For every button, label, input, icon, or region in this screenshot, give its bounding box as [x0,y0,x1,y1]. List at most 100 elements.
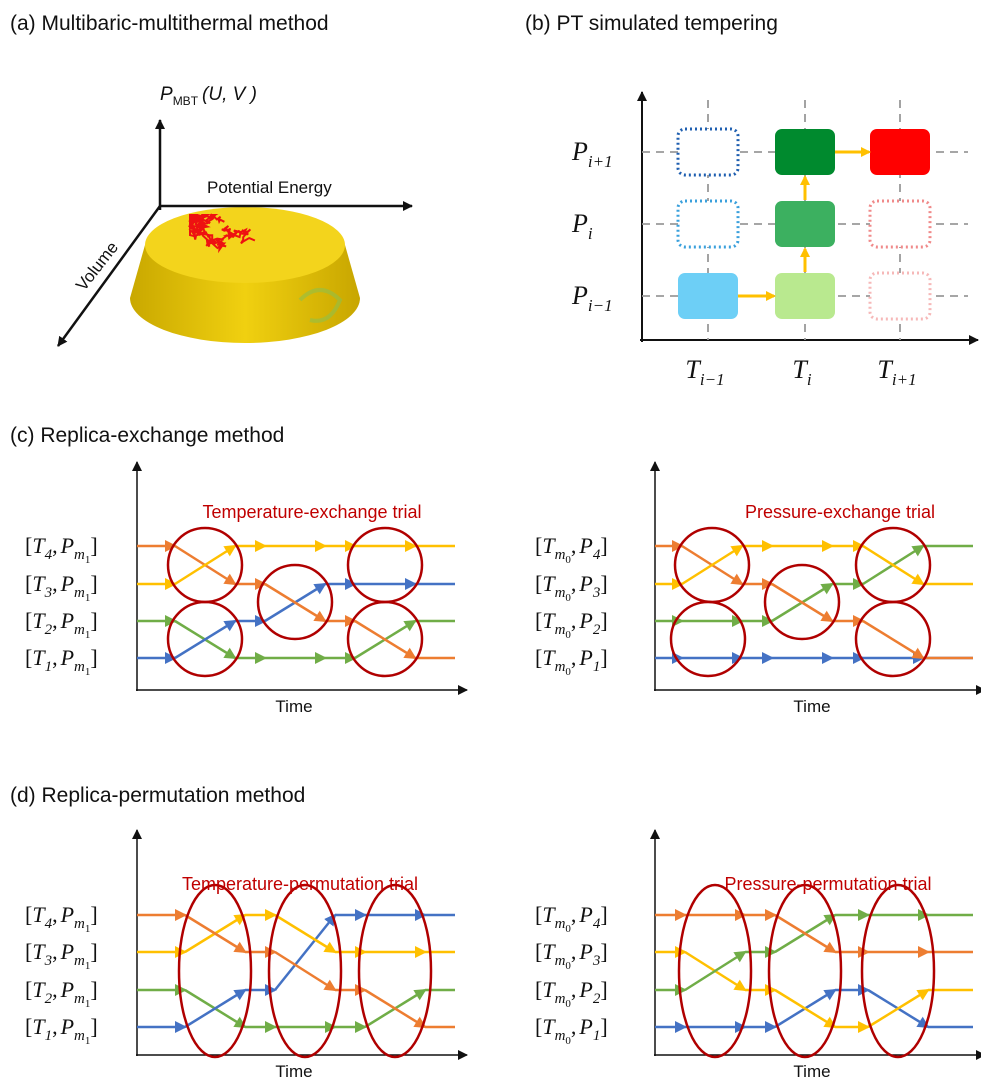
replica-label: [Tm0,P1] [535,645,608,678]
label-part: ] [90,645,97,670]
label-part: P [578,571,592,596]
math-label: Ti−1 [685,355,724,389]
label-part: , [571,571,577,596]
label-part: ] [600,571,607,596]
label-part: P [60,533,74,558]
math-label: Pi−1 [571,281,613,315]
label-part: , [571,608,577,633]
label-part: m [555,1028,566,1044]
label-part: , [571,1014,577,1039]
replica-label: [T4,Pm1] [25,902,98,935]
label-part: , [52,645,58,670]
label-part: , [52,571,58,596]
label-main: P [571,209,588,238]
replica-label: [T2,Pm1] [25,977,98,1010]
trajectory [275,952,335,990]
label-sub: i+1 [892,370,917,389]
replica-label: [Tm0,P3] [535,571,608,604]
replica-label: [T2,Pm1] [25,608,98,641]
label-part: [ [535,645,542,670]
label-part: P [578,608,592,633]
label-part: m [74,585,85,601]
label-part: P [60,977,74,1002]
label-part: P [578,939,592,964]
label-part: ] [600,939,607,964]
label-part: m [74,547,85,563]
trial-circle [671,602,745,676]
trial-circle [359,885,431,1057]
label-part: , [571,902,577,927]
label-part: ] [600,902,607,927]
state-box [775,201,835,247]
label-part: ] [90,1014,97,1039]
label-sub: i+1 [588,152,613,171]
label-part: [ [25,939,32,964]
label-part: P [578,533,592,558]
label-part: m [74,622,85,638]
math-label: Pi+1 [571,137,613,171]
x-axis-label: Time [275,1062,312,1080]
math-label: Ti+1 [877,355,916,389]
label-part: ] [90,902,97,927]
x-axis-label: Time [793,1062,830,1080]
trial-circle [769,885,841,1057]
state-box [870,129,930,175]
replica-label: [T3,Pm1] [25,939,98,972]
label-part: m [555,953,566,969]
label-part: ] [90,533,97,558]
state-box [775,273,835,319]
state-box [775,129,835,175]
label-part: , [571,977,577,1002]
label-part: m [555,916,566,932]
label-sub: i [588,224,593,243]
math-label: Pi [571,209,593,243]
z-axis-label: PMBT(U, V ) [160,84,257,108]
trial-label: Temperature-exchange trial [202,502,421,522]
label-main: P [571,137,588,166]
label-part: P [60,608,74,633]
disk-top [145,207,345,283]
trial-label: Pressure-exchange trial [745,502,935,522]
replica-label: [Tm0,P3] [535,939,608,972]
label-part: m [555,622,566,638]
x-axis-label: Potential Energy [207,178,332,197]
figure: (a) Multibaric-multithermal method PMBT(… [0,0,981,1080]
label-part: ] [90,608,97,633]
state-box [678,129,738,175]
trial-label: Temperature-permutation trial [182,874,418,894]
label-part: ] [90,939,97,964]
label-args: (U, V ) [202,84,257,105]
label-part: , [571,645,577,670]
label-part: [ [25,571,32,596]
label-part: m [555,991,566,1007]
label-part: ] [600,645,607,670]
label-part: [ [25,533,32,558]
trial-circle [862,885,934,1057]
label-part: P [60,1014,74,1039]
label-part: [ [535,902,542,927]
trajectory [275,915,335,990]
state-box [678,201,738,247]
label-part: 3 [592,585,601,601]
label-part: ] [600,977,607,1002]
replica-label: [T1,Pm1] [25,645,98,678]
label-part: [ [535,608,542,633]
label-part: [ [25,902,32,927]
label-main: P [160,84,173,105]
trial-label: Pressure-permutation trial [724,874,931,894]
label-part: , [571,939,577,964]
label-main: P [571,281,588,310]
x-axis-label: Time [275,697,312,716]
label-part: 3 [44,953,53,969]
state-box [678,273,738,319]
label-part: , [52,533,58,558]
panel-title: (b) PT simulated tempering [525,12,778,35]
panel-title: (a) Multibaric-multithermal method [10,12,329,35]
label-part: m [555,659,566,675]
label-part: m [74,953,85,969]
replica-label: [T4,Pm1] [25,533,98,566]
label-part: P [578,645,592,670]
label-part: , [52,902,58,927]
label-part: 1 [45,659,53,675]
trial-circle [348,528,422,602]
